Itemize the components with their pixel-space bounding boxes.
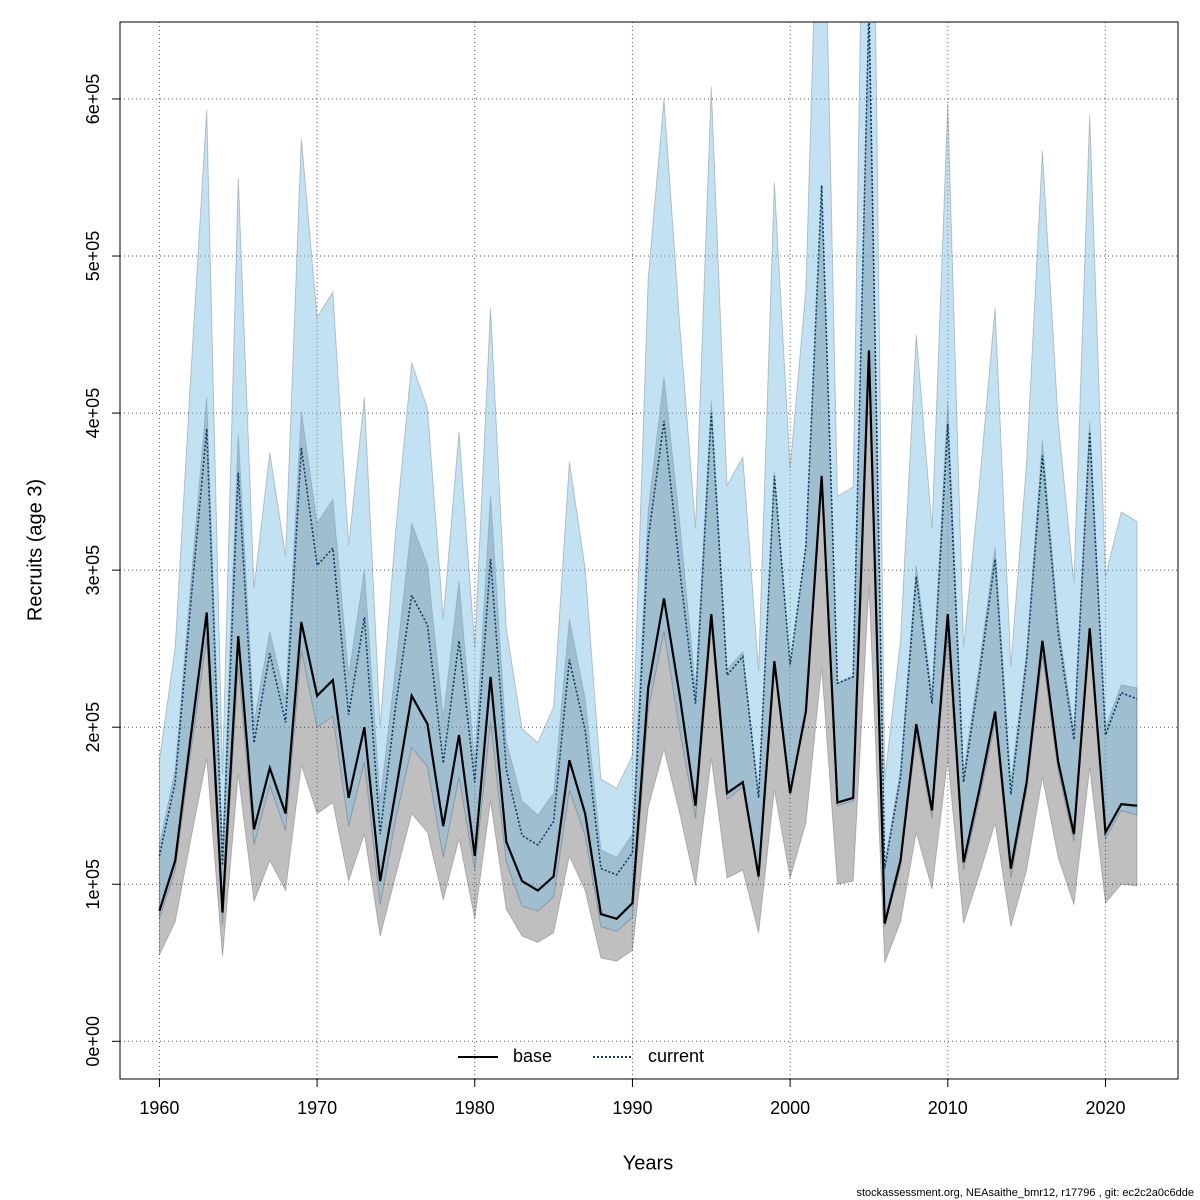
footer: stockassessment.org, NEAsaithe_bmr12, r1… [856,1187,1194,1199]
x-tick-label: 2020 [1085,1098,1125,1118]
x-tick-label: 2010 [928,1098,968,1118]
y-tick-label: 2e+05 [83,702,103,753]
x-tick-label: 1960 [139,1098,179,1118]
y-tick-label: 4e+05 [83,388,103,439]
y-axis-label: Recruits (age 3) [24,479,46,621]
y-tick-label: 0e+00 [83,1016,103,1067]
plot-area [120,22,1178,1079]
x-tick-label: 2000 [770,1098,810,1118]
x-tick-label: 1970 [297,1098,337,1118]
y-tick-label: 5e+05 [83,231,103,282]
plot-frame [119,21,1179,1080]
y-tick-label: 6e+05 [83,74,103,125]
confidence-band [158,22,1138,963]
x-tick-label: 1990 [612,1098,652,1118]
series-line [158,350,1138,924]
y-tick-label: 3e+05 [83,545,103,596]
x-tick-label: 1980 [455,1098,495,1118]
confidence-band [158,22,1138,932]
x-axis-label: Years [623,1152,673,1174]
legend-label: current [648,1046,704,1066]
y-tick-label: 1e+05 [83,859,103,910]
legend-label: base [513,1046,552,1066]
